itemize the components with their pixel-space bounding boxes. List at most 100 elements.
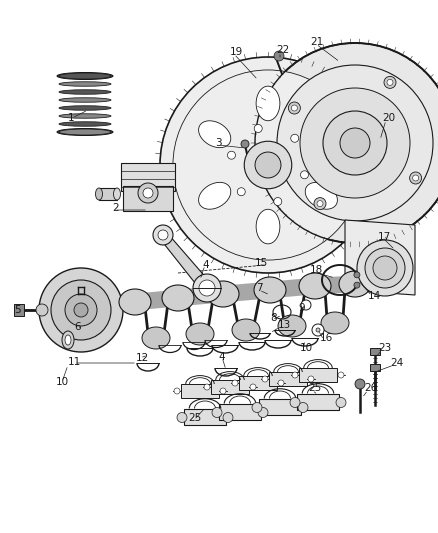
- Text: 13: 13: [278, 320, 291, 330]
- Circle shape: [274, 198, 282, 206]
- Circle shape: [65, 294, 97, 326]
- Ellipse shape: [59, 73, 111, 79]
- Circle shape: [316, 328, 320, 332]
- Ellipse shape: [59, 82, 111, 86]
- Bar: [181, 384, 219, 398]
- Bar: [269, 372, 307, 386]
- Circle shape: [274, 51, 284, 61]
- Circle shape: [204, 384, 210, 390]
- Text: 22: 22: [276, 45, 289, 55]
- Circle shape: [143, 188, 153, 198]
- Text: 4: 4: [218, 352, 225, 362]
- Circle shape: [338, 372, 344, 378]
- Circle shape: [300, 88, 410, 198]
- Circle shape: [193, 274, 221, 302]
- Circle shape: [336, 398, 346, 408]
- Text: 25: 25: [308, 383, 321, 393]
- Text: 7: 7: [256, 283, 263, 293]
- Ellipse shape: [232, 319, 260, 341]
- Circle shape: [354, 272, 360, 278]
- Text: 25: 25: [188, 413, 201, 423]
- Circle shape: [291, 105, 297, 111]
- Text: 1: 1: [68, 113, 74, 123]
- Circle shape: [220, 388, 226, 394]
- Circle shape: [254, 125, 262, 133]
- Ellipse shape: [95, 188, 102, 200]
- Bar: [219, 403, 261, 420]
- Ellipse shape: [162, 285, 194, 311]
- Ellipse shape: [119, 289, 151, 315]
- Text: 20: 20: [382, 113, 395, 123]
- Circle shape: [255, 152, 281, 178]
- Circle shape: [384, 76, 396, 88]
- Bar: [123, 185, 173, 211]
- Circle shape: [158, 230, 168, 240]
- Ellipse shape: [57, 72, 113, 79]
- Circle shape: [308, 376, 314, 382]
- Circle shape: [292, 372, 298, 378]
- Ellipse shape: [305, 182, 337, 209]
- Ellipse shape: [305, 121, 337, 148]
- Circle shape: [291, 134, 299, 142]
- Bar: [14, 304, 24, 316]
- Circle shape: [250, 384, 256, 390]
- Ellipse shape: [59, 90, 111, 94]
- Text: 11: 11: [68, 357, 81, 367]
- Circle shape: [387, 79, 393, 85]
- Circle shape: [317, 200, 323, 207]
- Ellipse shape: [62, 331, 74, 349]
- Circle shape: [138, 183, 158, 203]
- Text: 9: 9: [298, 303, 304, 313]
- Bar: [239, 376, 277, 390]
- Circle shape: [314, 198, 326, 209]
- Circle shape: [365, 248, 405, 288]
- Circle shape: [298, 402, 308, 413]
- Text: 26: 26: [364, 383, 377, 393]
- Circle shape: [174, 388, 180, 394]
- Circle shape: [212, 408, 222, 417]
- Ellipse shape: [113, 188, 120, 200]
- Text: 16: 16: [320, 333, 333, 343]
- Circle shape: [199, 280, 215, 296]
- Circle shape: [173, 70, 363, 260]
- Bar: [370, 364, 380, 371]
- Ellipse shape: [186, 323, 214, 345]
- Circle shape: [252, 402, 262, 413]
- Text: 5: 5: [14, 305, 21, 315]
- Text: 21: 21: [310, 37, 323, 47]
- Circle shape: [277, 65, 433, 221]
- Ellipse shape: [321, 312, 349, 334]
- Circle shape: [177, 413, 187, 423]
- Bar: [99, 188, 117, 200]
- Text: 14: 14: [368, 291, 381, 301]
- Circle shape: [262, 376, 268, 382]
- Text: 24: 24: [390, 358, 403, 368]
- Ellipse shape: [207, 281, 239, 307]
- Text: 23: 23: [378, 343, 391, 353]
- Ellipse shape: [254, 277, 286, 303]
- Ellipse shape: [198, 121, 231, 148]
- Circle shape: [312, 324, 324, 336]
- Ellipse shape: [59, 129, 111, 135]
- Circle shape: [300, 171, 308, 179]
- Text: 8: 8: [270, 313, 277, 323]
- Circle shape: [255, 43, 438, 243]
- Ellipse shape: [198, 182, 231, 209]
- Circle shape: [244, 141, 292, 189]
- Circle shape: [232, 380, 238, 386]
- Bar: [184, 408, 226, 425]
- Circle shape: [301, 300, 311, 310]
- Circle shape: [373, 256, 397, 280]
- Ellipse shape: [57, 128, 113, 135]
- Circle shape: [160, 57, 376, 273]
- Text: 17: 17: [378, 232, 391, 242]
- Circle shape: [237, 188, 245, 196]
- Ellipse shape: [59, 106, 111, 110]
- Circle shape: [223, 413, 233, 423]
- Circle shape: [354, 282, 360, 288]
- Circle shape: [410, 172, 422, 184]
- Circle shape: [288, 102, 300, 114]
- Circle shape: [51, 280, 111, 340]
- Text: 3: 3: [215, 138, 222, 148]
- Ellipse shape: [142, 327, 170, 349]
